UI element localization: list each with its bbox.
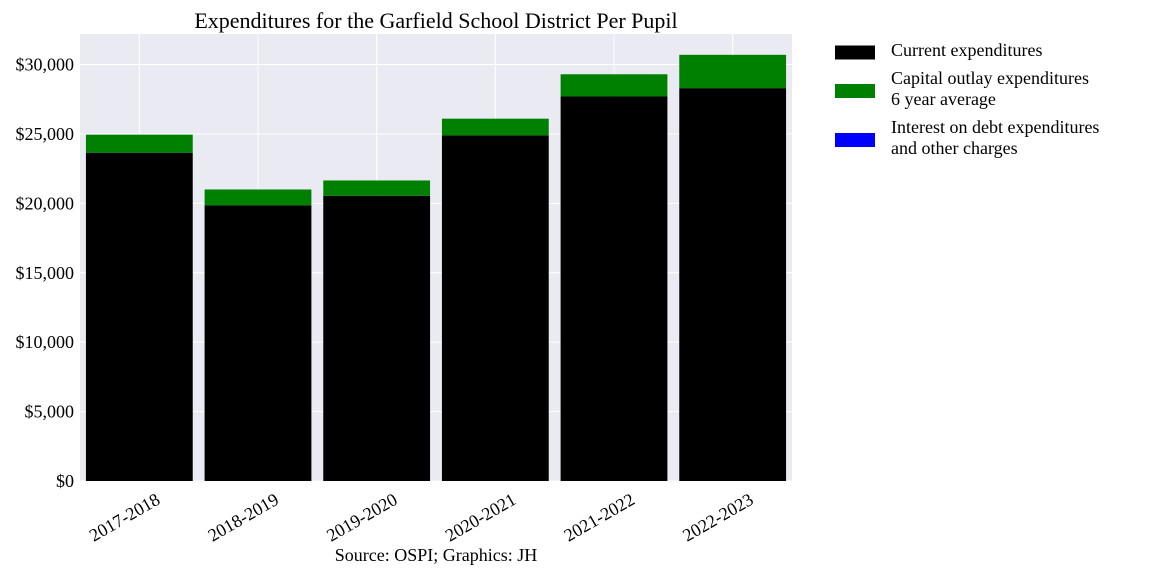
bar-segment-2-2019-2020 [323, 180, 431, 196]
x-tick-label: 2017-2018 [86, 489, 164, 545]
bar-segment-2-2022-2023 [679, 54, 787, 89]
bar-segment-2-2021-2022 [560, 74, 668, 97]
source-note: Source: OSPI; Graphics: JH [335, 545, 537, 565]
y-tick-label: $15,000 [16, 263, 75, 283]
legend-label-2: Capital outlay expenditures 6 year averag… [891, 68, 1089, 109]
bar-segment-1-2022-2023 [679, 88, 787, 481]
y-tick-label: $30,000 [16, 55, 75, 75]
y-tick-label: $25,000 [16, 124, 75, 144]
y-tick-label: $5,000 [25, 402, 75, 422]
y-tick-label: $0 [56, 471, 74, 491]
bar-segment-1-2021-2022 [560, 96, 668, 482]
bar-segment-1-2019-2020 [323, 195, 431, 481]
y-tick-label: $10,000 [16, 332, 75, 352]
legend-swatch-1 [835, 45, 875, 60]
legend-label-3: Interest on debt expenditures and other c… [891, 117, 1099, 158]
bar-segment-1-2018-2019 [204, 205, 312, 481]
x-tick-label: 2022-2023 [679, 489, 757, 545]
y-tick-label: $20,000 [16, 193, 75, 213]
legend-swatch-2 [835, 84, 875, 98]
x-tick-label: 2021-2022 [560, 489, 638, 545]
bar-segment-2-2017-2018 [85, 134, 193, 153]
x-axis-ticks: 2017-2018 2018-2019 2019-2020 2020-2021 2021… [86, 489, 757, 545]
legend: Current expenditures Capital outlay expen… [835, 40, 1099, 158]
legend-label-1: Current expenditures [891, 40, 1042, 60]
x-tick-label: 2018-2019 [204, 489, 282, 545]
chart-title: Expenditures for the Garfield School Dis… [194, 8, 677, 33]
plot-area [80, 34, 792, 481]
bars [85, 54, 787, 482]
bar-segment-1-2017-2018 [85, 152, 193, 482]
y-axis-ticks: $0 $5,000 $10,000 $15,000 $20,000 $25,000 $30,… [16, 55, 75, 491]
legend-swatch-3 [835, 133, 875, 147]
x-tick-label: 2020-2021 [442, 489, 520, 545]
bar-segment-2-2020-2021 [441, 118, 549, 136]
x-tick-label: 2019-2020 [323, 489, 401, 545]
bar-segment-2-2018-2019 [204, 189, 312, 206]
bar-segment-1-2020-2021 [441, 135, 549, 482]
